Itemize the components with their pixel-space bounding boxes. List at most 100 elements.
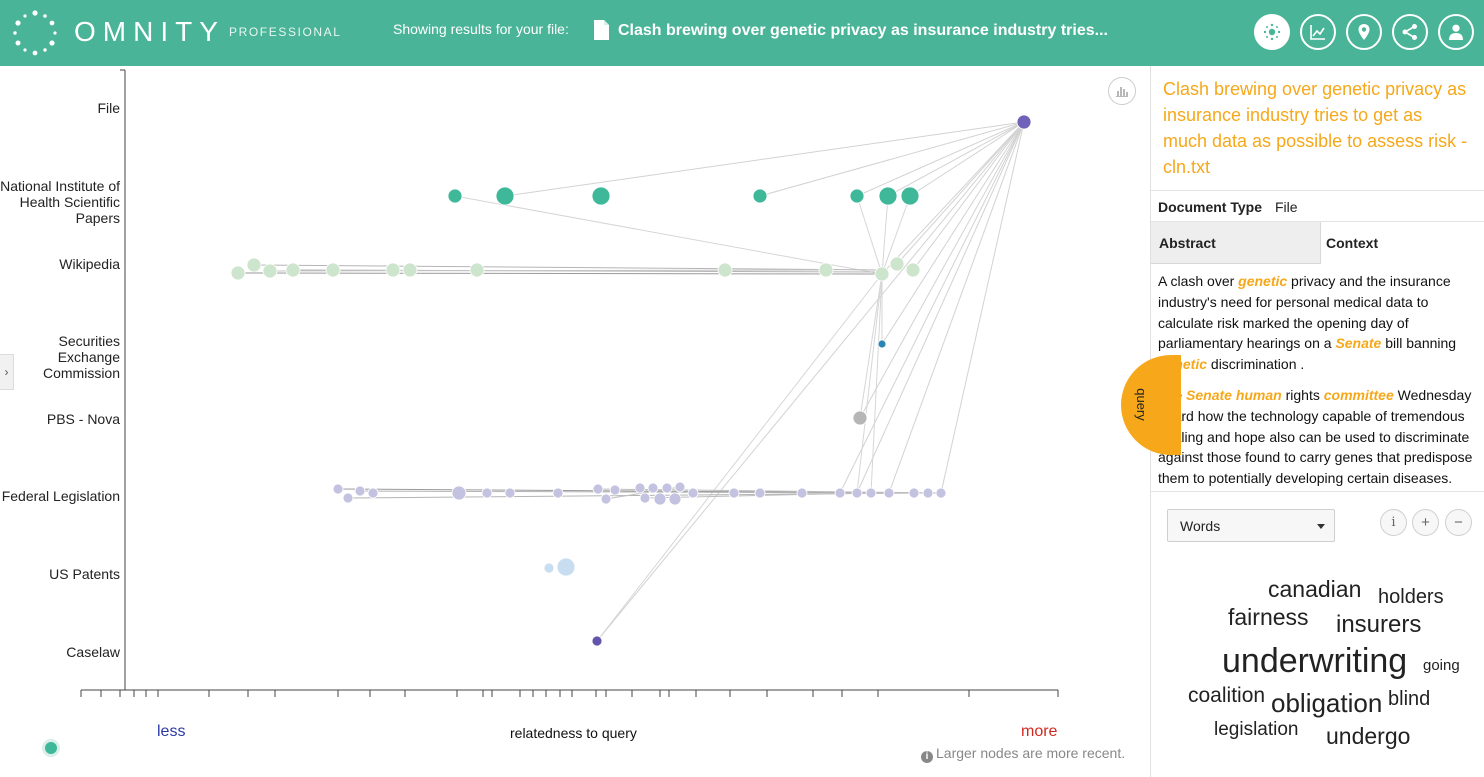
- graph-node-legislation[interactable]: [451, 485, 467, 501]
- abstract-text: A clash over genetic privacy and the ins…: [1158, 271, 1480, 499]
- network-view-button[interactable]: [1254, 14, 1290, 50]
- graph-node-legislation[interactable]: [647, 482, 659, 494]
- graph-node-sec[interactable]: [877, 339, 887, 349]
- graph-node-legislation[interactable]: [883, 487, 895, 499]
- graph-node-legislation[interactable]: [354, 485, 366, 497]
- graph-node-caselaw[interactable]: [591, 635, 603, 647]
- graph-node-file[interactable]: [1016, 114, 1032, 130]
- cloud-word[interactable]: underwriting: [1222, 642, 1408, 680]
- plus-icon: +: [1421, 514, 1430, 531]
- graph-node-nih[interactable]: [752, 188, 768, 204]
- graph-node-nih[interactable]: [495, 186, 515, 206]
- share-button[interactable]: [1392, 14, 1428, 50]
- graph-node-legislation[interactable]: [674, 481, 686, 493]
- tab-context[interactable]: Context: [1321, 222, 1484, 264]
- graph-edge: [253, 264, 883, 271]
- logo-subtitle: PROFESSIONAL: [229, 25, 342, 39]
- graph-edge: [887, 121, 1025, 197]
- graph-node-wikipedia[interactable]: [469, 262, 485, 278]
- graph-node-legislation[interactable]: [342, 492, 354, 504]
- user-account-button[interactable]: [1438, 14, 1474, 50]
- map-view-button[interactable]: [1346, 14, 1382, 50]
- graph-node-nih[interactable]: [900, 186, 920, 206]
- cloud-word[interactable]: blind: [1388, 688, 1431, 710]
- graph-node-wikipedia[interactable]: [262, 263, 278, 279]
- graph-node-wikipedia[interactable]: [285, 262, 301, 278]
- graph-node-legislation[interactable]: [728, 487, 740, 499]
- graph-node-nih[interactable]: [591, 186, 611, 206]
- tab-abstract[interactable]: Abstract: [1151, 222, 1321, 264]
- cloud-info-button[interactable]: i: [1380, 509, 1407, 536]
- zoom-out-button[interactable]: −: [1445, 509, 1472, 536]
- graph-node-legislation[interactable]: [922, 487, 934, 499]
- expand-sidebar-button[interactable]: ›: [0, 354, 14, 390]
- graph-node-legislation[interactable]: [908, 487, 920, 499]
- cloud-word[interactable]: holders: [1378, 586, 1444, 608]
- document-icon: [594, 20, 609, 40]
- graph-edge: [888, 121, 1025, 494]
- graph-node-wikipedia[interactable]: [402, 262, 418, 278]
- graph-node-legislation[interactable]: [834, 487, 846, 499]
- graph-node-legislation[interactable]: [661, 482, 673, 494]
- graph-node-legislation[interactable]: [609, 484, 621, 496]
- graph-node-legislation[interactable]: [865, 487, 877, 499]
- graph-node-wikipedia[interactable]: [385, 262, 401, 278]
- zoom-in-button[interactable]: +: [1412, 509, 1439, 536]
- graph-node-legislation[interactable]: [639, 492, 651, 504]
- graph-node-legislation[interactable]: [367, 487, 379, 499]
- graph-node-legislation[interactable]: [592, 483, 604, 495]
- abstract-text-run: privacy and the insurance industry's nee…: [1158, 273, 1451, 352]
- file-title: Clash brewing over genetic privacy as in…: [618, 22, 1108, 39]
- cloud-word[interactable]: legislation: [1214, 719, 1299, 740]
- graph-node-pbs[interactable]: [852, 410, 868, 426]
- graph-node-wikipedia[interactable]: [889, 256, 905, 272]
- cloud-type-value: Words: [1180, 518, 1221, 534]
- graph-node-nih[interactable]: [447, 188, 463, 204]
- graph-nodes: [230, 114, 1032, 647]
- graph-edge: [596, 273, 883, 642]
- graph-node-legislation[interactable]: [653, 492, 667, 506]
- graph-node-legislation[interactable]: [935, 487, 947, 499]
- cloud-word[interactable]: insurers: [1336, 611, 1422, 638]
- graph-node-legislation[interactable]: [851, 487, 863, 499]
- graph-edge: [912, 121, 1025, 271]
- trend-view-button[interactable]: [1300, 14, 1336, 50]
- axis-title: relatedness to query: [510, 725, 637, 741]
- graph-node-nih[interactable]: [849, 188, 865, 204]
- graph-node-nih[interactable]: [878, 186, 898, 206]
- graph-edge: [454, 195, 883, 275]
- abstract-paragraph-2: The Senate human rights committee Wednes…: [1158, 385, 1480, 489]
- cloud-word[interactable]: canadian: [1268, 576, 1362, 602]
- cloud-word[interactable]: coalition: [1188, 684, 1266, 707]
- chart-toggle-button[interactable]: [1108, 77, 1136, 105]
- map-pin-icon: [1358, 24, 1370, 40]
- graph-node-patents[interactable]: [543, 562, 555, 574]
- caret-down-icon: [1317, 524, 1325, 529]
- graph-edge: [237, 272, 883, 275]
- document-type-row: Document Type File: [1151, 190, 1484, 222]
- graph-node-legislation[interactable]: [796, 487, 808, 499]
- graph-node-legislation[interactable]: [504, 487, 516, 499]
- graph-node-wikipedia[interactable]: [230, 265, 246, 281]
- cloud-word[interactable]: fairness: [1228, 604, 1309, 630]
- cloud-word[interactable]: obligation: [1271, 688, 1383, 718]
- graph-node-legislation[interactable]: [600, 493, 612, 505]
- graph-node-legislation[interactable]: [634, 482, 646, 494]
- graph-node-wikipedia[interactable]: [325, 262, 341, 278]
- graph-node-legislation[interactable]: [552, 487, 564, 499]
- cloud-word[interactable]: going: [1423, 657, 1460, 674]
- graph-node-wikipedia[interactable]: [818, 262, 834, 278]
- graph-node-legislation[interactable]: [481, 487, 493, 499]
- graph-node-legislation[interactable]: [754, 487, 766, 499]
- graph-node-wikipedia[interactable]: [717, 262, 733, 278]
- graph-node-wikipedia[interactable]: [874, 266, 890, 282]
- highlight-term: human: [1235, 386, 1282, 403]
- graph-node-legislation[interactable]: [332, 483, 344, 495]
- cloud-word[interactable]: undergo: [1326, 723, 1411, 749]
- graph-node-legislation[interactable]: [687, 487, 699, 499]
- graph-node-wikipedia[interactable]: [246, 257, 262, 273]
- graph-node-wikipedia[interactable]: [905, 262, 921, 278]
- graph-node-patents[interactable]: [556, 557, 576, 577]
- cloud-type-select[interactable]: Words: [1167, 509, 1335, 542]
- graph-node-legislation[interactable]: [668, 492, 682, 506]
